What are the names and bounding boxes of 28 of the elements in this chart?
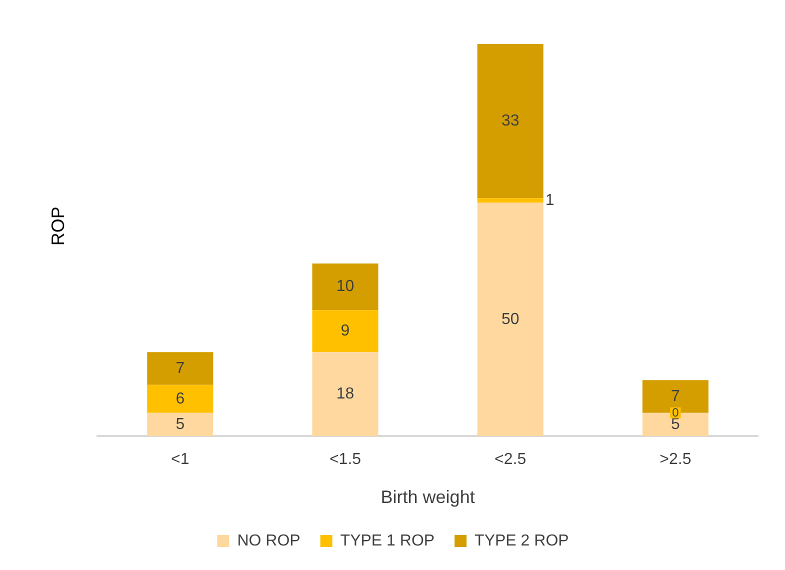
x-tick-label: >2.5 [660,451,692,468]
bar [147,352,214,385]
legend-label: TYPE 1 ROP [340,532,435,550]
x-tick-label: <1 [171,451,190,468]
bar [147,384,214,413]
data-label: 50 [501,310,520,328]
data-label: 9 [340,322,350,340]
legend-label: NO ROP [237,532,300,550]
bar [477,198,544,203]
data-label: 1 [545,192,554,209]
bar [312,310,378,352]
x-axis-title: Birth weight [380,487,475,508]
data-label: 6 [176,390,185,408]
bar [477,202,544,436]
data-label: 33 [501,112,520,130]
data-label: 18 [336,386,354,403]
data-label: 5 [176,416,185,433]
x-tick-label: <2.5 [494,451,526,468]
bar [312,263,378,310]
legend-label: TYPE 2 ROP [474,532,569,550]
bar [477,44,544,198]
data-label: 7 [176,360,185,377]
x-tick-label: <1.5 [329,451,362,468]
y-axis-title: ROP [48,206,68,246]
bar [312,352,378,436]
bar [147,412,214,436]
data-label: 10 [336,278,354,296]
data-label: 7 [670,388,680,405]
